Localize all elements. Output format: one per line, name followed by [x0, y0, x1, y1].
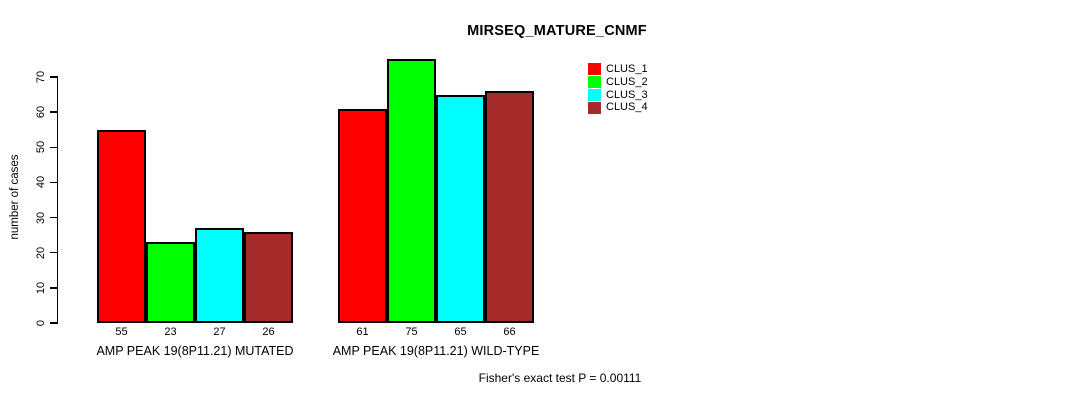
chart-title: MIRSEQ_MATURE_CNMF — [467, 23, 647, 39]
legend-label: CLUS_3 — [606, 88, 648, 101]
y-tick-label: 0 — [35, 319, 47, 327]
legend-item: CLUS_1 — [588, 63, 648, 76]
x-category-label: AMP PEAK 19(8P11.21) MUTATED — [96, 344, 294, 358]
legend: CLUS_1 CLUS_2 CLUS_3 CLUS_4 — [588, 63, 648, 114]
legend-label: CLUS_4 — [606, 101, 648, 114]
y-tick — [49, 76, 57, 78]
legend-swatch — [588, 101, 601, 114]
bar-value-label: 66 — [503, 326, 516, 338]
bar — [195, 228, 244, 323]
y-tick — [49, 322, 57, 324]
x-category-label: AMP PEAK 19(8P11.21) WILD-TYPE — [332, 344, 540, 358]
legend-item: CLUS_2 — [588, 76, 648, 89]
y-tick — [49, 146, 57, 149]
legend-label: CLUS_2 — [606, 75, 648, 88]
y-tick-label: 10 — [35, 281, 47, 294]
legend-swatch — [588, 88, 601, 101]
legend-label: CLUS_1 — [606, 63, 648, 75]
bar — [244, 231, 293, 323]
y-tick — [49, 111, 57, 113]
bar — [436, 94, 485, 323]
legend-swatch — [588, 63, 601, 76]
bar-value-label: 65 — [454, 326, 467, 338]
y-tick-label: 20 — [35, 246, 47, 259]
bar-value-label: 55 — [115, 326, 128, 338]
bar — [338, 108, 387, 323]
legend-item: CLUS_3 — [588, 89, 648, 102]
bar — [387, 59, 436, 323]
y-tick — [49, 251, 57, 254]
y-tick-label: 40 — [35, 176, 47, 189]
bar — [146, 242, 195, 323]
bar — [97, 129, 146, 323]
legend-item: CLUS_4 — [588, 101, 648, 114]
bar — [485, 91, 534, 323]
y-tick-label: 60 — [35, 106, 47, 119]
bar-value-label: 61 — [356, 326, 369, 338]
y-axis-line — [56, 76, 58, 324]
bar-value-label: 23 — [164, 326, 177, 338]
legend-swatch — [588, 76, 601, 89]
bar-value-label: 75 — [405, 326, 418, 338]
y-tick-label: 30 — [35, 211, 47, 224]
y-tick — [49, 216, 57, 219]
y-tick-label: 70 — [35, 70, 47, 84]
y-tick-label: 50 — [35, 141, 47, 154]
bar-value-label: 26 — [262, 326, 275, 338]
stats-annotation: Fisher's exact test P = 0.00111 — [478, 371, 642, 385]
bar-value-label: 27 — [213, 326, 226, 338]
y-tick — [49, 181, 57, 184]
y-tick — [49, 287, 57, 289]
